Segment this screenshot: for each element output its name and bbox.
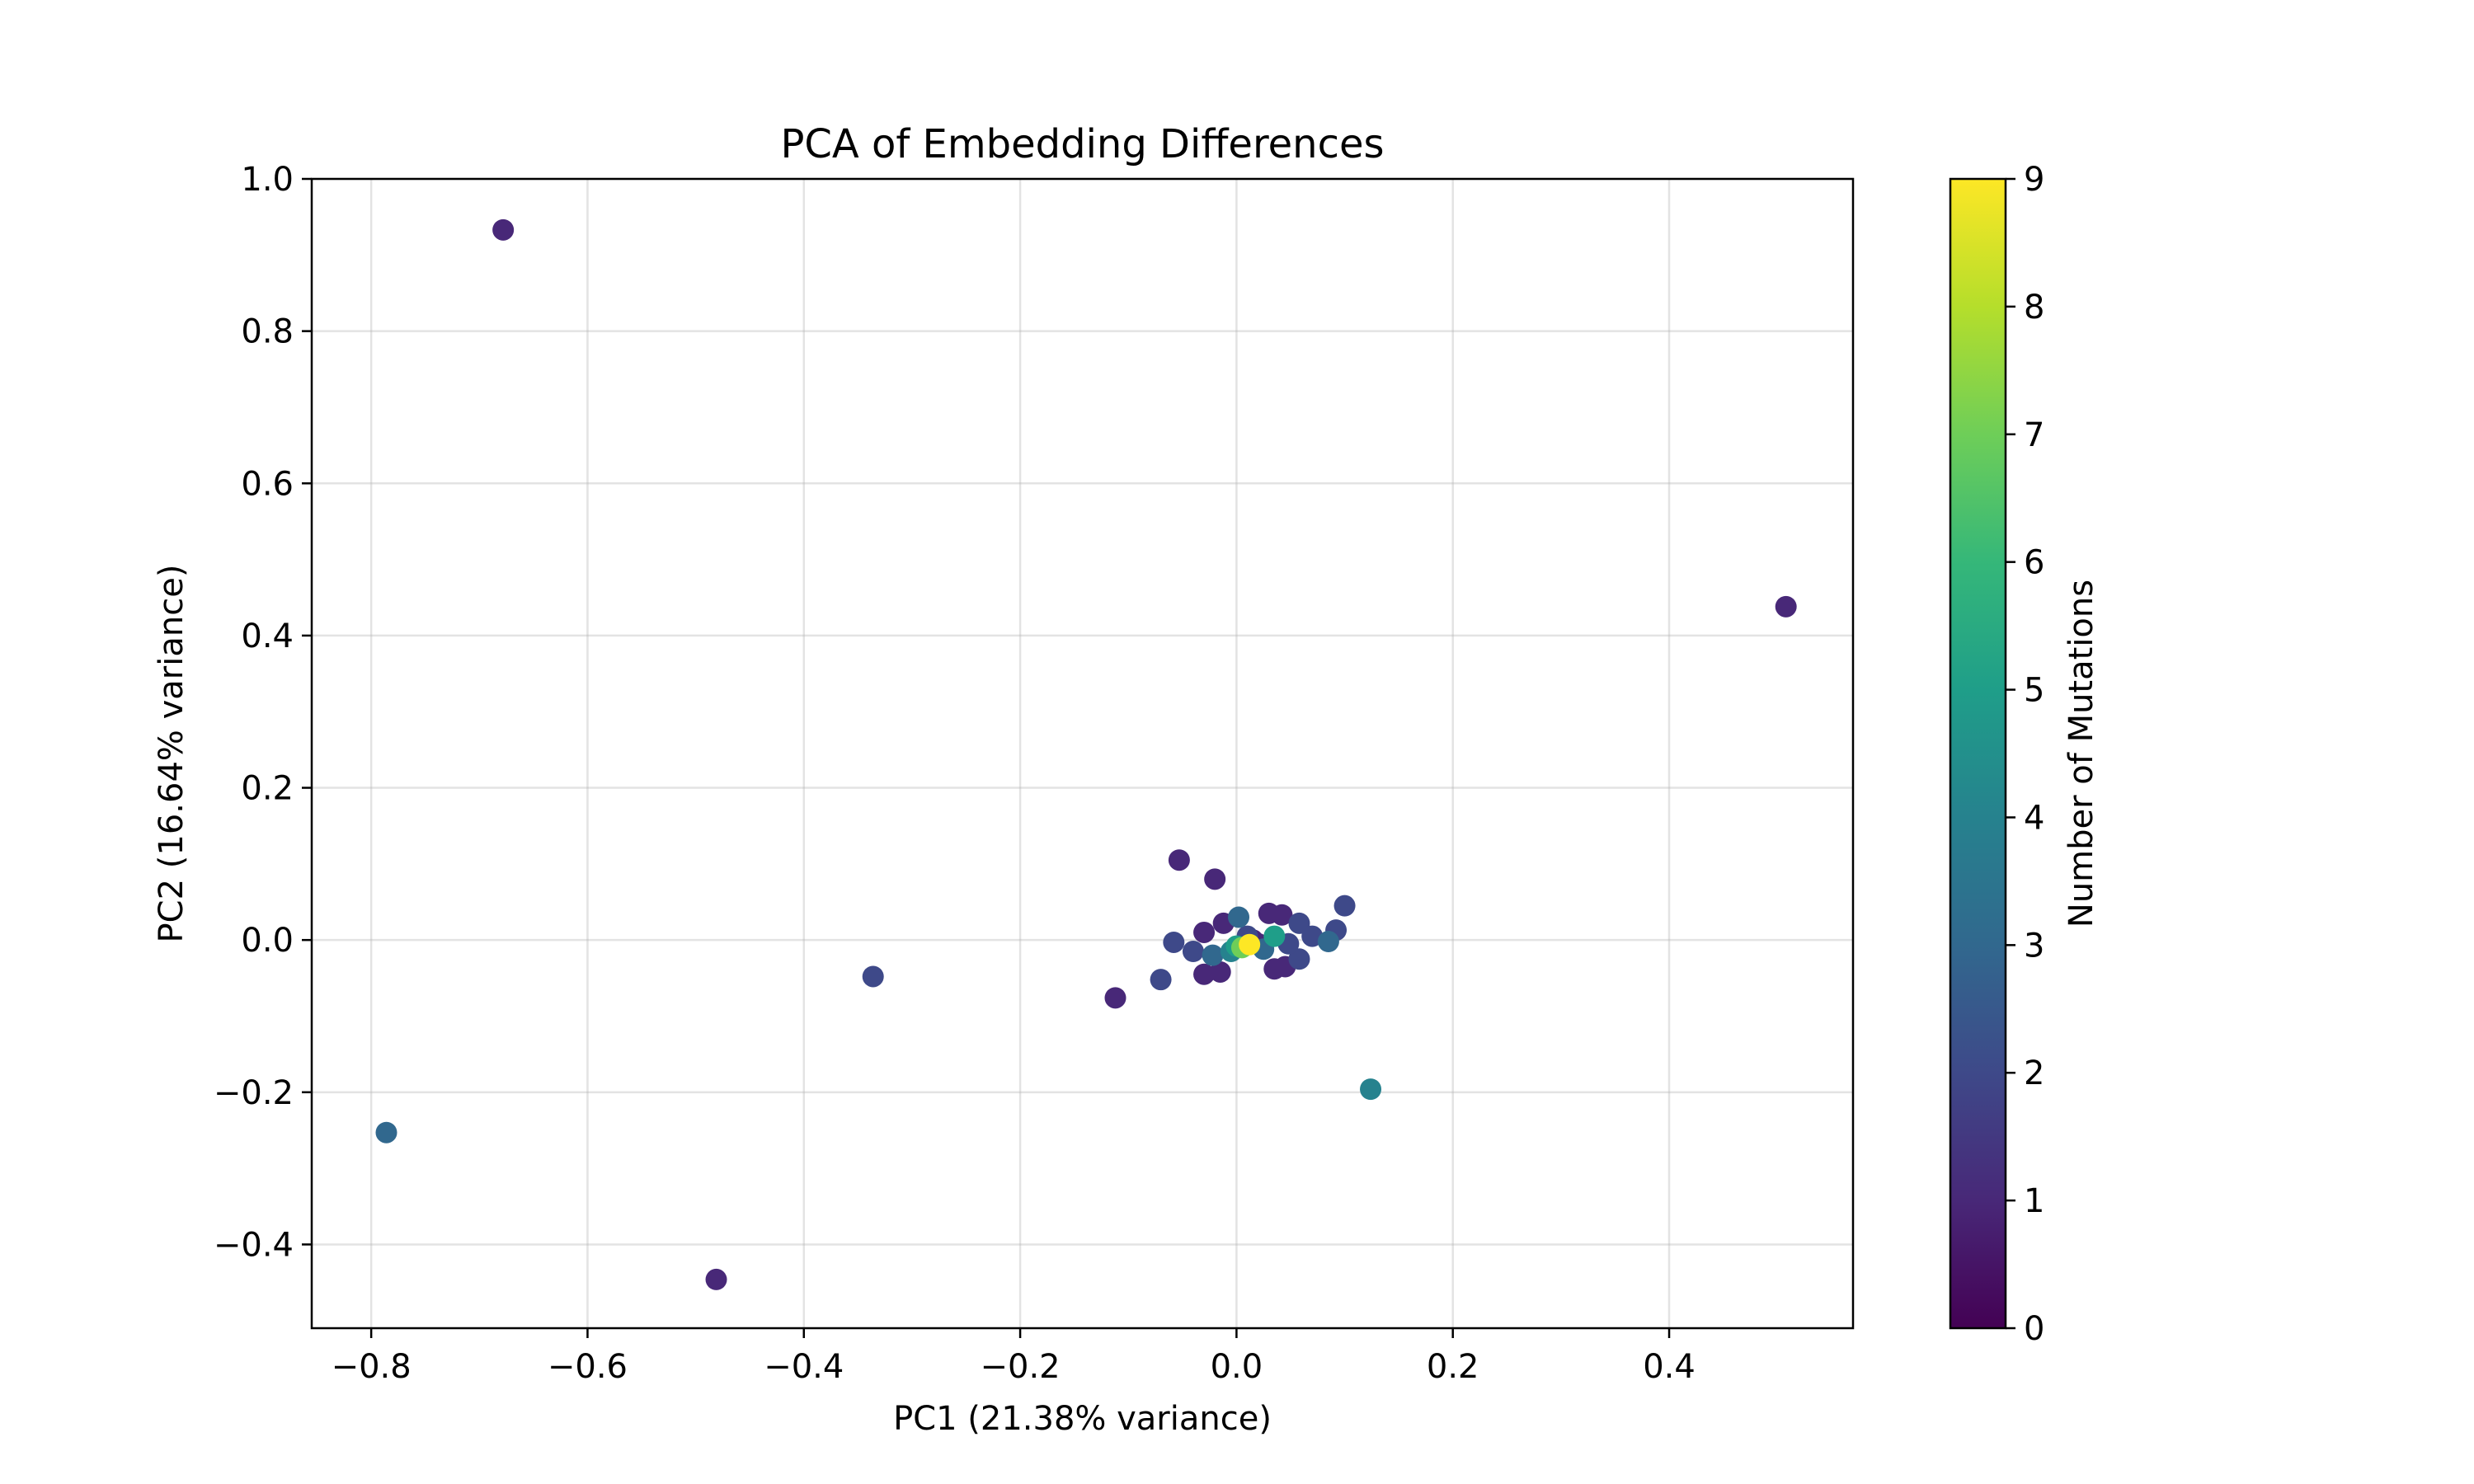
y-tick-label: 1.0 [241,161,294,199]
scatter-point [1163,931,1185,953]
scatter-point [1202,944,1224,966]
colorbar-tick-label: 9 [2024,161,2044,199]
scatter-point [1775,595,1797,618]
scatter-point [1317,931,1339,953]
y-tick-label: 0.4 [241,618,294,655]
colorbar-tick-label: 7 [2024,416,2044,454]
scatter-point [1263,925,1286,947]
colorbar [1949,177,2007,1330]
scatter-point [1271,904,1293,926]
colorbar-tick-label: 1 [2024,1182,2044,1220]
x-tick-label: 0.2 [1427,1348,1479,1386]
grid-lines [312,177,1853,1328]
y-tick-label: 0.2 [241,770,294,808]
scatter-point [1182,941,1204,963]
x-tick-label: 0.4 [1643,1348,1696,1386]
y-axis-ticks: −0.4 −0.2 0.0 0.2 0.4 0.6 0.8 1.0 [214,161,312,1264]
scatter-point [862,965,884,988]
colorbar-label: Number of Mutations [2062,580,2100,928]
colorbar-tick-label: 3 [2024,927,2044,965]
scatter-points [375,218,1797,1290]
plot-area-frame [310,177,1855,1330]
scatter-point [1193,963,1216,985]
x-axis-ticks: −0.8 −0.6 −0.4 −0.2 0.0 0.2 0.4 [332,1328,1696,1386]
scatter-point [492,218,515,241]
scatter-point [1193,921,1216,943]
scatter-point [1168,849,1190,871]
scatter-point [1150,969,1172,991]
y-tick-label: −0.2 [214,1074,294,1112]
colorbar-tick-label: 8 [2024,289,2044,326]
x-tick-label: 0.0 [1211,1348,1263,1386]
scatter-point [1104,987,1126,1009]
scatter-point [1360,1078,1382,1101]
scatter-point [1239,933,1261,956]
x-tick-label: −0.2 [981,1348,1061,1386]
x-tick-label: −0.6 [548,1348,628,1386]
x-tick-label: −0.8 [332,1348,412,1386]
scatter-point [705,1268,727,1290]
colorbar-ticks: 0 1 2 3 4 5 6 7 8 9 [2006,161,2044,1348]
colorbar-tick-label: 5 [2024,672,2044,710]
scatter-point [1228,906,1250,928]
x-axis-label: PC1 (21.38% variance) [893,1400,1272,1438]
scatter-point [1204,868,1226,890]
scatter-point [1301,925,1324,947]
y-axis-label: PC2 (16.64% variance) [153,565,190,943]
scatter-point [1288,948,1310,970]
x-tick-label: −0.4 [764,1348,844,1386]
colorbar-tick-label: 0 [2024,1310,2044,1348]
colorbar-tick-label: 2 [2024,1054,2044,1092]
scatter-point [1333,895,1356,917]
y-tick-label: 0.8 [241,313,294,351]
y-tick-label: 0.6 [241,465,294,503]
y-tick-label: −0.4 [214,1226,294,1264]
scatter-point [1209,960,1231,983]
chart-title: PCA of Embedding Differences [780,121,1384,167]
colorbar-tick-label: 6 [2024,544,2044,582]
scatter-point [1288,912,1310,934]
scatter-point [375,1121,397,1144]
y-tick-label: 0.0 [241,922,294,960]
colorbar-tick-label: 4 [2024,799,2044,837]
